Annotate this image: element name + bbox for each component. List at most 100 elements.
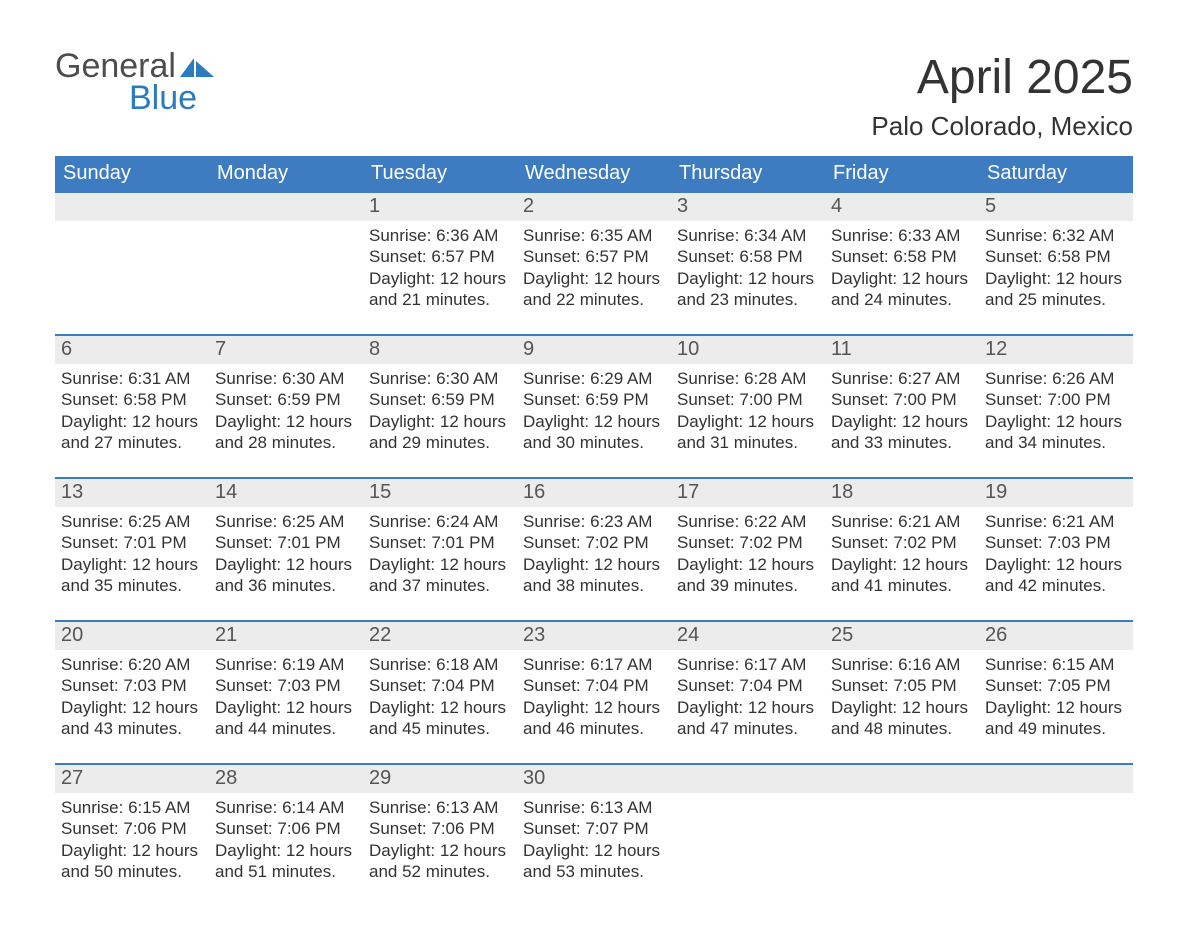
page-title: April 2025: [871, 50, 1133, 105]
day-details: Sunrise: 6:17 AMSunset: 7:04 PMDaylight:…: [517, 650, 671, 743]
day-cell: [55, 193, 209, 314]
sunset-line: Sunset: 6:58 PM: [61, 389, 203, 410]
logo-text-1: General: [55, 50, 176, 82]
sunset-line: Sunset: 7:06 PM: [215, 818, 357, 839]
sunrise-line: Sunrise: 6:22 AM: [677, 511, 819, 532]
day-details: Sunrise: 6:19 AMSunset: 7:03 PMDaylight:…: [209, 650, 363, 743]
sunset-line: Sunset: 7:05 PM: [985, 675, 1127, 696]
sunset-line: Sunset: 7:01 PM: [61, 532, 203, 553]
flag-icon: [180, 50, 214, 82]
sunrise-line: Sunrise: 6:13 AM: [369, 797, 511, 818]
sunrise-line: Sunrise: 6:15 AM: [985, 654, 1127, 675]
sunrise-line: Sunrise: 6:21 AM: [831, 511, 973, 532]
day-number: 22: [363, 622, 517, 650]
day-cell: 22Sunrise: 6:18 AMSunset: 7:04 PMDayligh…: [363, 622, 517, 743]
day-cell: 28Sunrise: 6:14 AMSunset: 7:06 PMDayligh…: [209, 765, 363, 886]
day-details: Sunrise: 6:14 AMSunset: 7:06 PMDaylight:…: [209, 793, 363, 886]
day-number: 5: [979, 193, 1133, 221]
daylight-line: Daylight: 12 hours and 39 minutes.: [677, 554, 819, 597]
weekday-header: Sunday: [55, 156, 209, 193]
sunrise-line: Sunrise: 6:29 AM: [523, 368, 665, 389]
day-cell: 2Sunrise: 6:35 AMSunset: 6:57 PMDaylight…: [517, 193, 671, 314]
day-details: Sunrise: 6:32 AMSunset: 6:58 PMDaylight:…: [979, 221, 1133, 314]
sunrise-line: Sunrise: 6:26 AM: [985, 368, 1127, 389]
day-cell: 19Sunrise: 6:21 AMSunset: 7:03 PMDayligh…: [979, 479, 1133, 600]
day-cell: [825, 765, 979, 886]
day-cell: 1Sunrise: 6:36 AMSunset: 6:57 PMDaylight…: [363, 193, 517, 314]
daylight-line: Daylight: 12 hours and 24 minutes.: [831, 268, 973, 311]
daylight-line: Daylight: 12 hours and 44 minutes.: [215, 697, 357, 740]
day-details: Sunrise: 6:13 AMSunset: 7:07 PMDaylight:…: [517, 793, 671, 886]
sunrise-line: Sunrise: 6:33 AM: [831, 225, 973, 246]
day-cell: [979, 765, 1133, 886]
daylight-line: Daylight: 12 hours and 21 minutes.: [369, 268, 511, 311]
sunset-line: Sunset: 6:57 PM: [523, 246, 665, 267]
sunset-line: Sunset: 7:06 PM: [61, 818, 203, 839]
sunset-line: Sunset: 7:00 PM: [831, 389, 973, 410]
sunrise-line: Sunrise: 6:13 AM: [523, 797, 665, 818]
day-details: Sunrise: 6:25 AMSunset: 7:01 PMDaylight:…: [55, 507, 209, 600]
day-details: Sunrise: 6:13 AMSunset: 7:06 PMDaylight:…: [363, 793, 517, 886]
day-number: [825, 765, 979, 793]
day-details: Sunrise: 6:20 AMSunset: 7:03 PMDaylight:…: [55, 650, 209, 743]
week-row: 13Sunrise: 6:25 AMSunset: 7:01 PMDayligh…: [55, 477, 1133, 600]
daylight-line: Daylight: 12 hours and 33 minutes.: [831, 411, 973, 454]
day-number: [209, 193, 363, 221]
sunset-line: Sunset: 7:06 PM: [369, 818, 511, 839]
daylight-line: Daylight: 12 hours and 47 minutes.: [677, 697, 819, 740]
day-cell: 23Sunrise: 6:17 AMSunset: 7:04 PMDayligh…: [517, 622, 671, 743]
sunrise-line: Sunrise: 6:17 AM: [523, 654, 665, 675]
day-details: Sunrise: 6:29 AMSunset: 6:59 PMDaylight:…: [517, 364, 671, 457]
day-cell: 8Sunrise: 6:30 AMSunset: 6:59 PMDaylight…: [363, 336, 517, 457]
sunrise-line: Sunrise: 6:31 AM: [61, 368, 203, 389]
day-details: Sunrise: 6:30 AMSunset: 6:59 PMDaylight:…: [363, 364, 517, 457]
sunset-line: Sunset: 7:04 PM: [677, 675, 819, 696]
day-details: Sunrise: 6:25 AMSunset: 7:01 PMDaylight:…: [209, 507, 363, 600]
sunrise-line: Sunrise: 6:23 AM: [523, 511, 665, 532]
weekday-header: Monday: [209, 156, 363, 193]
day-details: Sunrise: 6:22 AMSunset: 7:02 PMDaylight:…: [671, 507, 825, 600]
sunset-line: Sunset: 7:00 PM: [985, 389, 1127, 410]
sunset-line: Sunset: 6:59 PM: [369, 389, 511, 410]
daylight-line: Daylight: 12 hours and 27 minutes.: [61, 411, 203, 454]
day-cell: 4Sunrise: 6:33 AMSunset: 6:58 PMDaylight…: [825, 193, 979, 314]
day-details: Sunrise: 6:21 AMSunset: 7:03 PMDaylight:…: [979, 507, 1133, 600]
weekday-header: Saturday: [979, 156, 1133, 193]
day-details: Sunrise: 6:30 AMSunset: 6:59 PMDaylight:…: [209, 364, 363, 457]
day-cell: 11Sunrise: 6:27 AMSunset: 7:00 PMDayligh…: [825, 336, 979, 457]
weekday-header: Thursday: [671, 156, 825, 193]
day-number: [671, 765, 825, 793]
day-number: 1: [363, 193, 517, 221]
sunrise-line: Sunrise: 6:25 AM: [61, 511, 203, 532]
day-cell: [209, 193, 363, 314]
sunrise-line: Sunrise: 6:21 AM: [985, 511, 1127, 532]
day-cell: 6Sunrise: 6:31 AMSunset: 6:58 PMDaylight…: [55, 336, 209, 457]
sunset-line: Sunset: 7:07 PM: [523, 818, 665, 839]
sunrise-line: Sunrise: 6:24 AM: [369, 511, 511, 532]
sunset-line: Sunset: 7:01 PM: [215, 532, 357, 553]
sunset-line: Sunset: 6:57 PM: [369, 246, 511, 267]
day-number: 2: [517, 193, 671, 221]
sunrise-line: Sunrise: 6:25 AM: [215, 511, 357, 532]
day-number: 16: [517, 479, 671, 507]
day-cell: 10Sunrise: 6:28 AMSunset: 7:00 PMDayligh…: [671, 336, 825, 457]
day-number: [55, 193, 209, 221]
sunset-line: Sunset: 7:02 PM: [677, 532, 819, 553]
sunrise-line: Sunrise: 6:27 AM: [831, 368, 973, 389]
day-details: Sunrise: 6:15 AMSunset: 7:05 PMDaylight:…: [979, 650, 1133, 743]
day-number: 26: [979, 622, 1133, 650]
day-number: 28: [209, 765, 363, 793]
sunset-line: Sunset: 7:05 PM: [831, 675, 973, 696]
sunset-line: Sunset: 7:02 PM: [831, 532, 973, 553]
weekday-header: Tuesday: [363, 156, 517, 193]
sunrise-line: Sunrise: 6:30 AM: [215, 368, 357, 389]
title-block: April 2025 Palo Colorado, Mexico: [871, 50, 1133, 142]
day-cell: 12Sunrise: 6:26 AMSunset: 7:00 PMDayligh…: [979, 336, 1133, 457]
day-cell: 7Sunrise: 6:30 AMSunset: 6:59 PMDaylight…: [209, 336, 363, 457]
daylight-line: Daylight: 12 hours and 28 minutes.: [215, 411, 357, 454]
sunset-line: Sunset: 7:03 PM: [61, 675, 203, 696]
day-details: Sunrise: 6:24 AMSunset: 7:01 PMDaylight:…: [363, 507, 517, 600]
daylight-line: Daylight: 12 hours and 45 minutes.: [369, 697, 511, 740]
day-number: 17: [671, 479, 825, 507]
daylight-line: Daylight: 12 hours and 48 minutes.: [831, 697, 973, 740]
